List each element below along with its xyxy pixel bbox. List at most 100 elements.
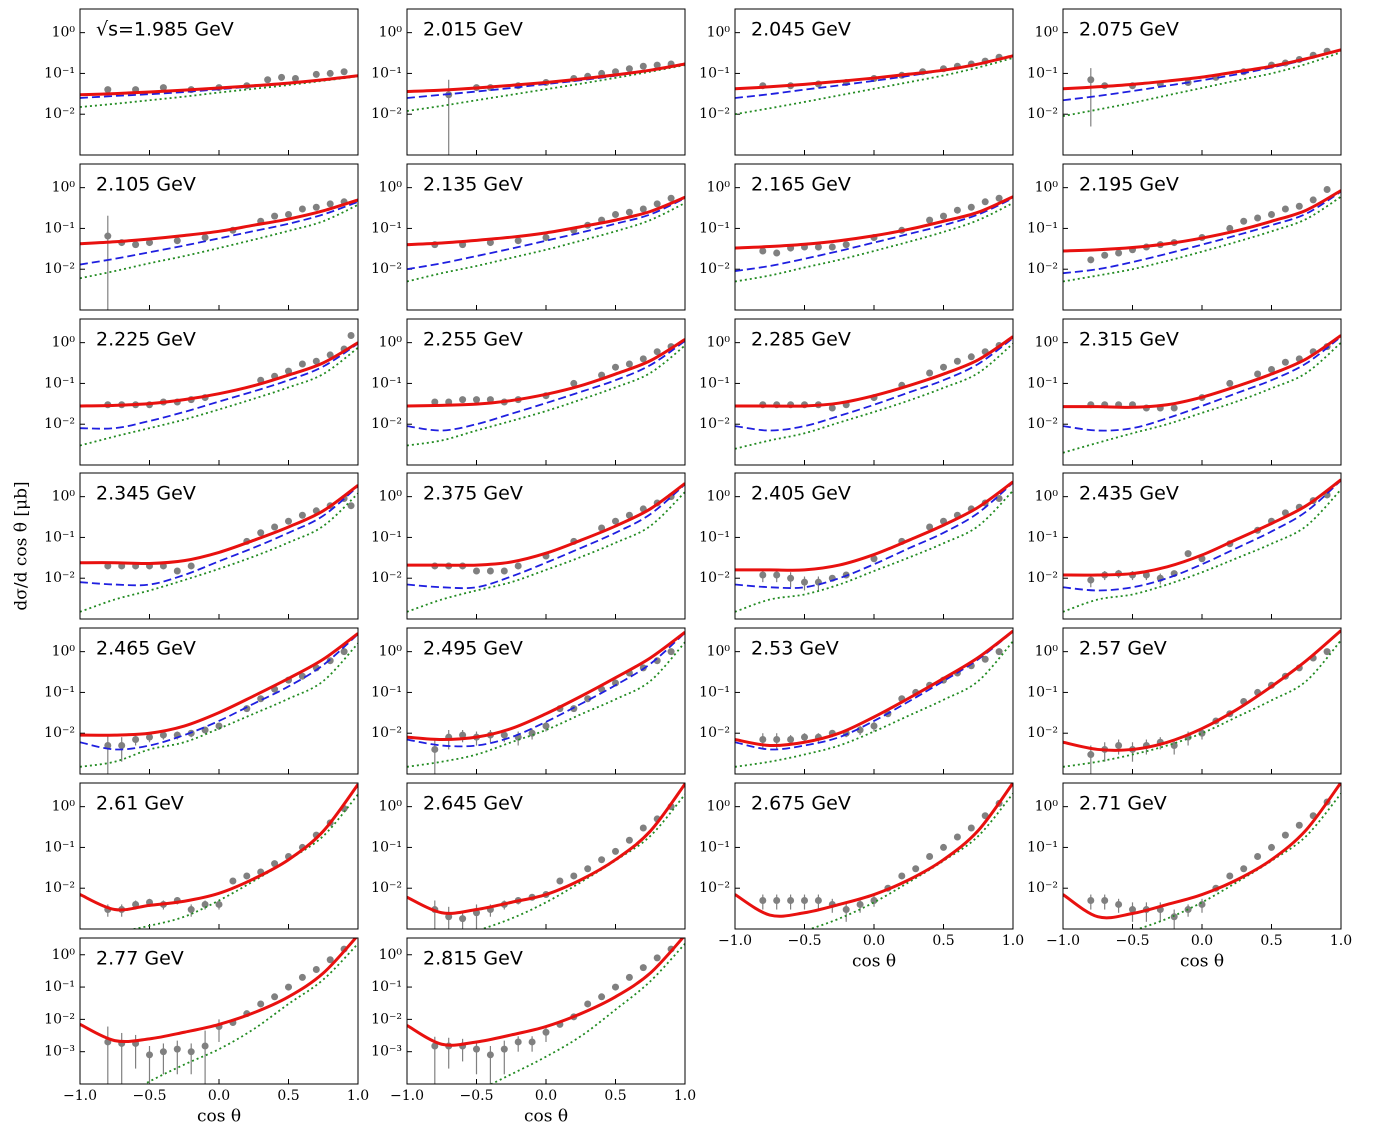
panel-title: 2.375 GeV (423, 483, 523, 505)
data-point (842, 906, 850, 914)
model-curve (489, 943, 685, 1084)
data-point (870, 555, 878, 563)
plot-area (80, 68, 358, 108)
data-point (486, 1051, 494, 1059)
data-point (528, 1038, 536, 1046)
panel-frame (79, 163, 359, 311)
plot-area (735, 629, 1013, 768)
data-point (340, 648, 348, 656)
data-point (278, 73, 286, 81)
data-point (104, 562, 112, 570)
x-tick-label: −1.0 (1046, 933, 1080, 949)
data-point (285, 983, 292, 991)
data-point (215, 722, 223, 730)
panel: 10⁻² 10⁻¹ 10⁰ 2.195 GeV (1027, 163, 1342, 311)
data-point (570, 379, 578, 387)
panel: 10⁻² 10⁻¹ 10⁰ 2.165 GeV (699, 163, 1014, 311)
data-point (340, 68, 348, 76)
data-point (584, 865, 592, 873)
data-point (542, 1028, 550, 1036)
x-axis-label: cos θ (1180, 952, 1224, 972)
data-point (570, 872, 578, 880)
y-tick-label: 10⁰ (379, 644, 403, 660)
panel: 10⁻² 10⁻¹ 10⁰ 2.345 GeV (44, 472, 359, 620)
panel-frame (79, 782, 359, 930)
data-point (598, 856, 606, 864)
data-point (173, 1045, 181, 1053)
data-point (625, 360, 633, 368)
data-point (801, 733, 808, 741)
panel: 10⁻² 10⁻¹ 10⁰ −1.0 −0.5 0.0 0.5 1.0 cos θ 2.675 G… (699, 782, 1024, 972)
panel: 10⁻² 10⁻¹ 10⁰ 2.225 GeV (44, 318, 359, 466)
panel-frame (734, 782, 1014, 930)
data-point (229, 877, 237, 885)
data-point (159, 1048, 167, 1056)
data-point (625, 65, 633, 73)
data-point (1087, 576, 1095, 584)
data-point (842, 241, 850, 249)
data-point (653, 200, 661, 208)
data-point (500, 567, 508, 575)
data-point (312, 357, 320, 365)
model-curve (735, 195, 1013, 250)
panel: 10⁻² 10⁻¹ 10⁰ 2.075 GeV (1027, 8, 1342, 156)
data-point (814, 243, 822, 251)
data-point (995, 648, 1003, 656)
panel-frame (79, 472, 359, 620)
y-tick-label: 10⁰ (52, 644, 76, 660)
data-point (1323, 648, 1331, 656)
panel-frame (79, 318, 359, 466)
data-point (926, 369, 934, 377)
panel: 10⁻² 10⁻¹ 10⁰ 2.61 GeV (44, 782, 359, 930)
data-point (967, 353, 975, 361)
data-point (625, 511, 633, 519)
data-point (215, 900, 223, 908)
y-tick-label: 10⁻¹ (1027, 839, 1058, 855)
panel-title: 2.045 GeV (751, 19, 851, 41)
x-tick-label: −0.5 (460, 1088, 494, 1104)
model-curve (80, 347, 358, 447)
y-tick-label: 10⁻² (699, 106, 730, 122)
y-tick-label: 10⁻² (44, 261, 75, 277)
data-point (445, 913, 453, 921)
panel-title: 2.105 GeV (96, 174, 196, 196)
data-point (1295, 202, 1303, 210)
plot-area (407, 630, 685, 774)
panel: 10⁻² 10⁻¹ 10⁰ 2.495 GeV (371, 627, 686, 775)
model-curve (80, 492, 358, 613)
model-curve (735, 202, 1013, 283)
y-tick-label: 10⁻¹ (371, 220, 402, 236)
model-curve (735, 480, 1013, 572)
panel-title: 2.435 GeV (1079, 483, 1179, 505)
panel: 10⁻² 10⁻¹ 10⁰ 2.53 GeV (699, 627, 1014, 775)
data-point (625, 836, 633, 844)
data-point (132, 736, 140, 744)
data-point (612, 210, 619, 218)
data-point (1087, 896, 1095, 904)
data-point (459, 731, 467, 739)
data-point (898, 872, 906, 880)
data-point (187, 906, 195, 914)
data-point (625, 973, 633, 981)
data-point (995, 194, 1003, 202)
model-curve (1063, 51, 1341, 117)
panel-title: 2.57 GeV (1079, 638, 1167, 660)
panel-frame (1062, 163, 1342, 311)
y-tick-label: 10⁻¹ (699, 65, 730, 81)
data-point (1198, 900, 1206, 908)
model-curve (407, 483, 685, 590)
y-tick-label: 10⁻² (44, 106, 75, 122)
data-point (264, 76, 272, 84)
y-tick-label: 10⁻¹ (699, 529, 730, 545)
data-point (953, 206, 961, 214)
panel-frame (1062, 627, 1342, 775)
data-point (486, 567, 494, 575)
data-point (1115, 249, 1123, 257)
data-point (926, 852, 934, 860)
model-curve (1063, 478, 1341, 577)
data-point (787, 736, 795, 744)
y-tick-label: 10⁻¹ (44, 65, 75, 81)
y-tick-label: 10⁻¹ (371, 375, 402, 391)
model-curve (735, 482, 1013, 589)
plot-area (407, 783, 685, 929)
